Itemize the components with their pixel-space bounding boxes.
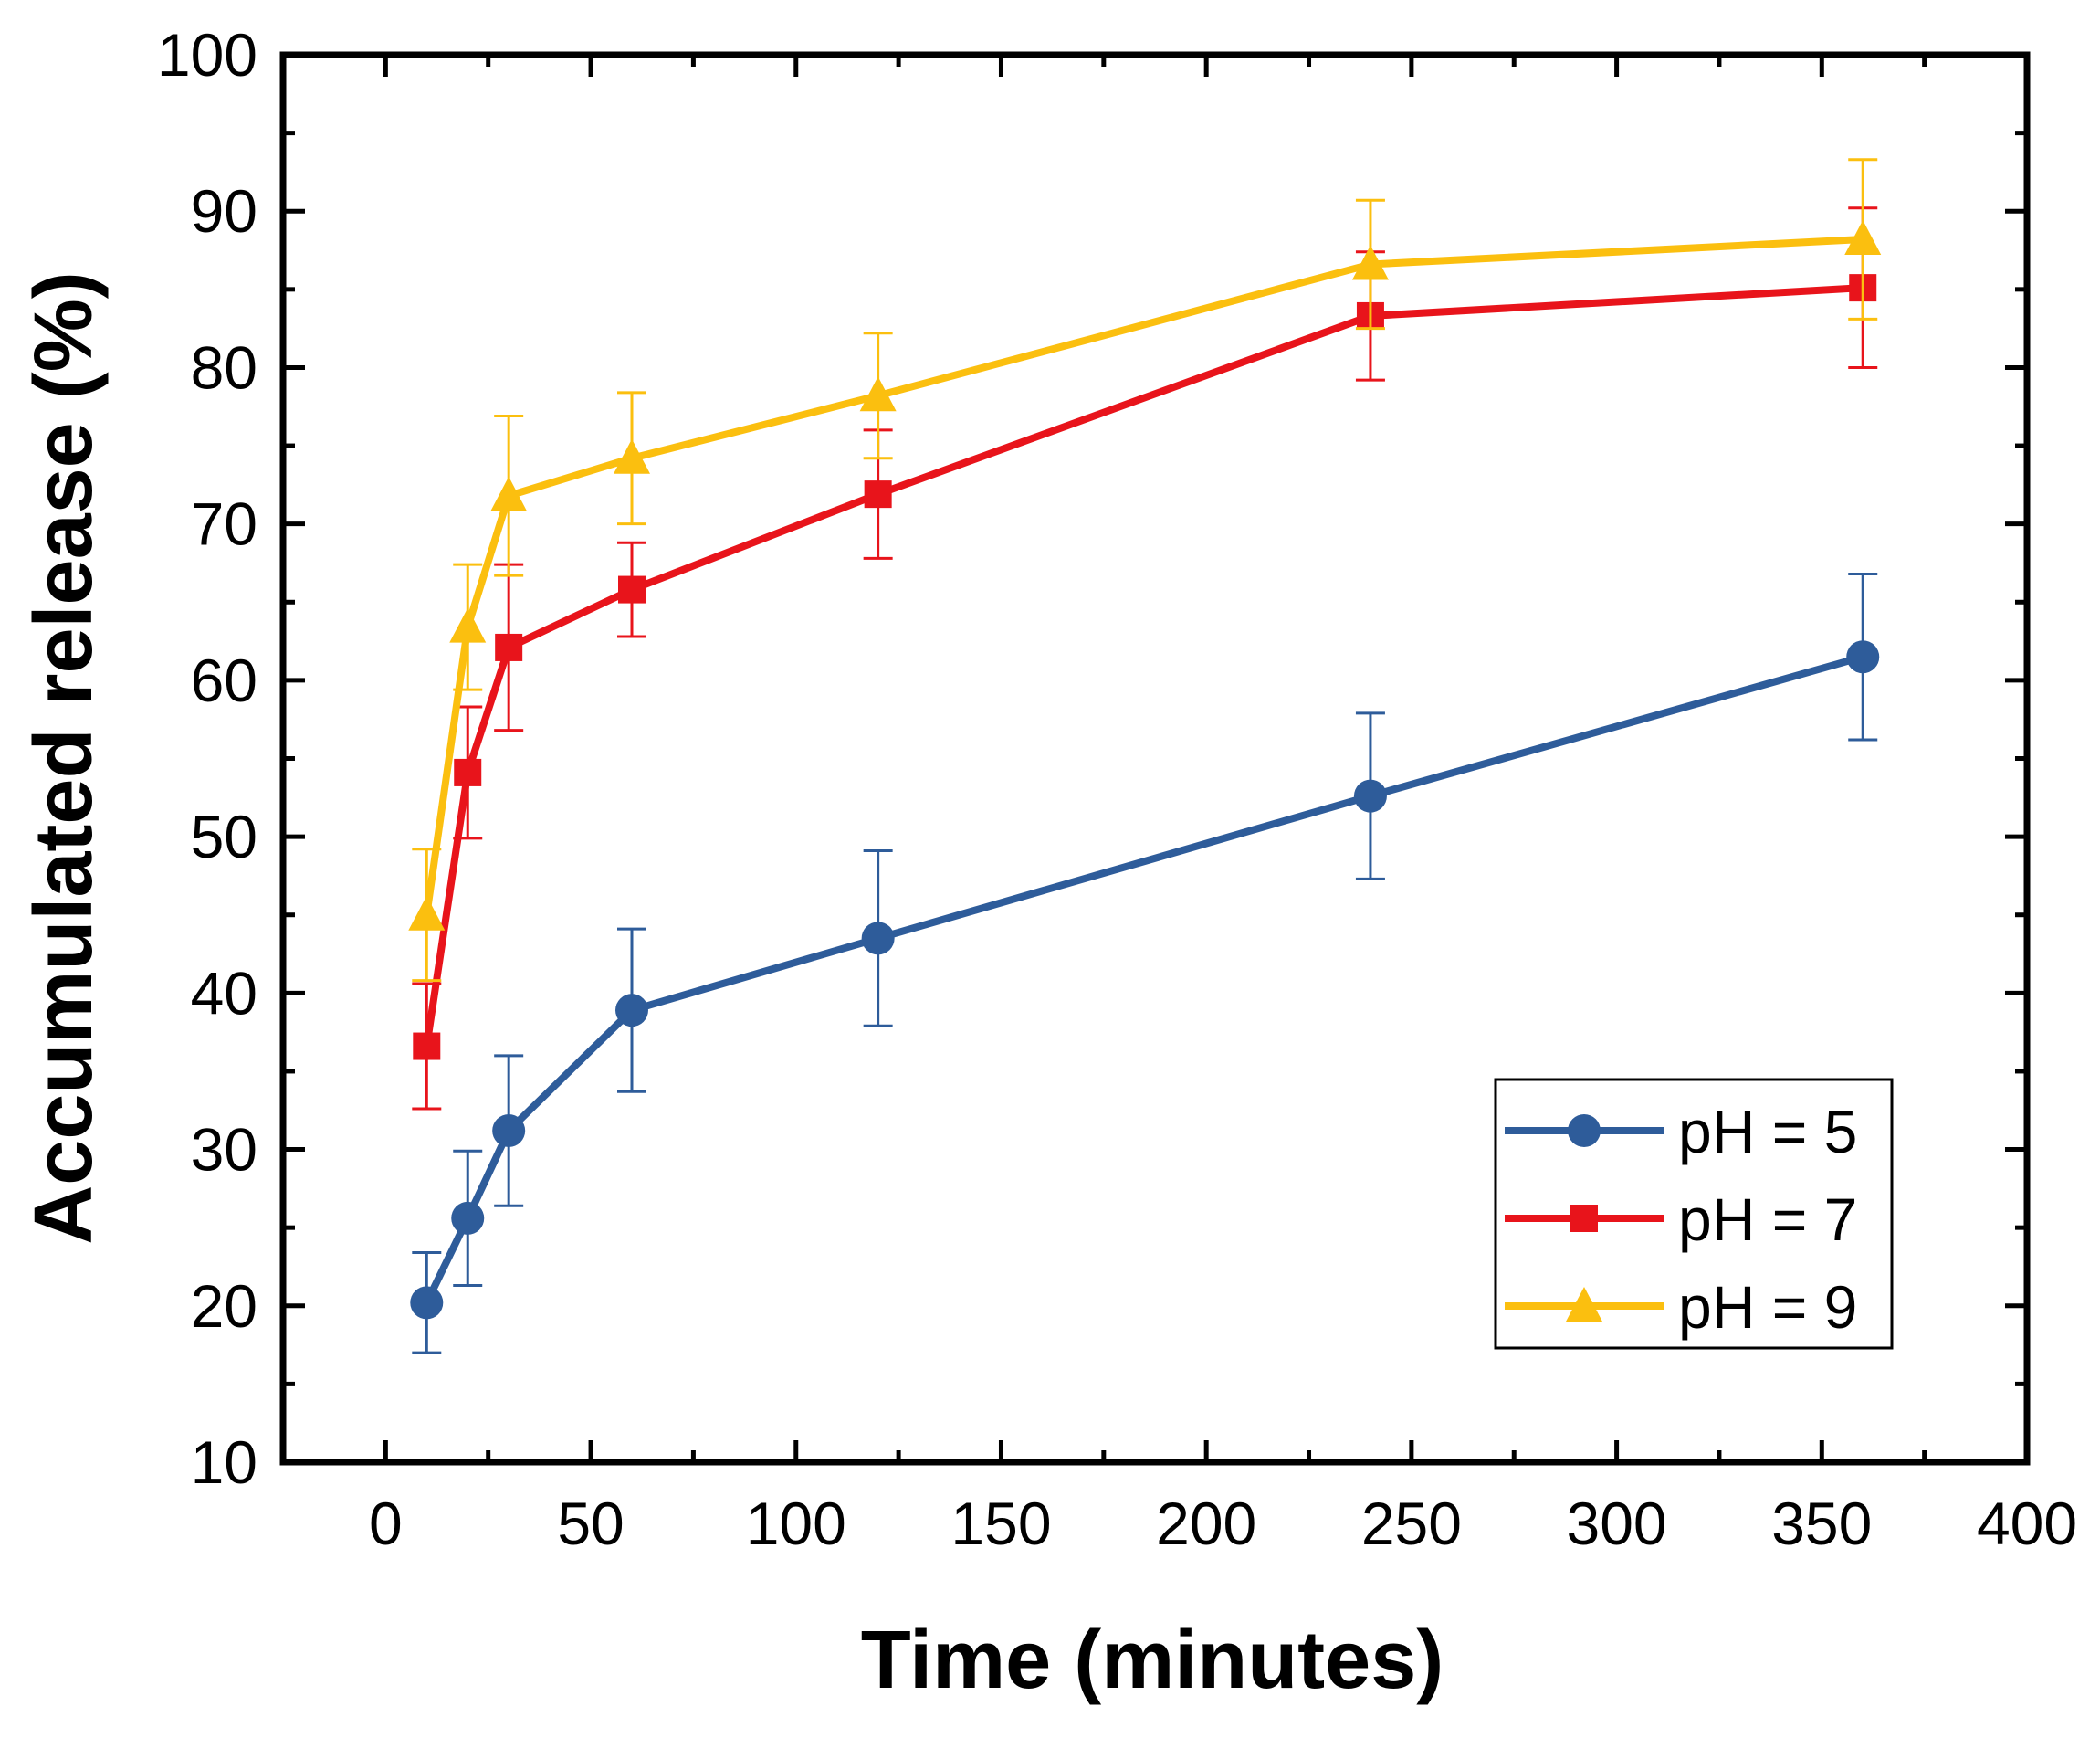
data-point bbox=[1353, 779, 1387, 813]
x-tick-label: 150 bbox=[950, 1490, 1051, 1557]
y-tick-label: 50 bbox=[191, 803, 257, 870]
y-axis-label: Accumulated release (%) bbox=[18, 271, 110, 1244]
data-point bbox=[492, 1114, 526, 1148]
data-point bbox=[1351, 245, 1389, 280]
y-tick-label: 10 bbox=[191, 1428, 257, 1496]
y-tick-label: 90 bbox=[191, 177, 257, 245]
data-point bbox=[618, 575, 646, 604]
data-point bbox=[490, 476, 528, 511]
data-point bbox=[410, 1286, 444, 1320]
legend-marker bbox=[1570, 1205, 1598, 1232]
tick-labels: 0 50 100 150 200 250 300 350 400 10 20 30 40 50 60 70 80… bbox=[157, 21, 2077, 1557]
x-tick-label: 400 bbox=[1977, 1490, 2077, 1557]
series-layer bbox=[408, 158, 1882, 1354]
series-1 bbox=[410, 572, 1880, 1354]
series-line bbox=[423, 284, 1864, 1048]
legend-label: pH = 5 bbox=[1678, 1098, 1857, 1165]
data-point bbox=[408, 895, 446, 931]
data-point bbox=[451, 1201, 485, 1235]
data-point bbox=[864, 480, 892, 509]
x-tick-label: 0 bbox=[369, 1490, 403, 1557]
data-point bbox=[1844, 220, 1882, 256]
y-tick-label: 30 bbox=[191, 1116, 257, 1184]
y-tick-label: 70 bbox=[191, 490, 257, 558]
data-point bbox=[454, 758, 482, 786]
x-tick-label: 350 bbox=[1771, 1490, 1872, 1557]
x-tick-label: 250 bbox=[1361, 1490, 1462, 1557]
x-tick-label: 200 bbox=[1156, 1490, 1256, 1557]
legend-label: pH = 9 bbox=[1678, 1273, 1857, 1341]
legend-marker bbox=[1566, 1287, 1602, 1322]
legend-label: pH = 7 bbox=[1678, 1185, 1857, 1253]
series-3 bbox=[408, 158, 1882, 983]
y-tick-label: 100 bbox=[157, 21, 257, 89]
data-point bbox=[1846, 640, 1880, 674]
data-point bbox=[614, 438, 650, 474]
legend-marker bbox=[1568, 1114, 1601, 1147]
x-tick-label: 300 bbox=[1567, 1490, 1667, 1557]
y-tick-label: 20 bbox=[191, 1272, 257, 1340]
y-tick-label: 60 bbox=[191, 647, 257, 714]
plot-frame bbox=[279, 51, 2031, 1466]
legend: pH = 5 pH = 7 pH = 9 bbox=[1494, 1078, 1894, 1350]
data-point bbox=[859, 376, 897, 412]
y-tick-label: 80 bbox=[191, 333, 257, 401]
data-point bbox=[861, 922, 895, 955]
data-point bbox=[495, 633, 523, 661]
x-tick-label: 100 bbox=[746, 1490, 846, 1557]
x-tick-label: 50 bbox=[557, 1490, 624, 1557]
x-axis-label: Time (minutes) bbox=[861, 1615, 1444, 1706]
y-tick-label: 40 bbox=[191, 959, 257, 1027]
data-point bbox=[615, 994, 648, 1027]
data-point bbox=[413, 1032, 441, 1060]
data-point bbox=[449, 607, 487, 643]
